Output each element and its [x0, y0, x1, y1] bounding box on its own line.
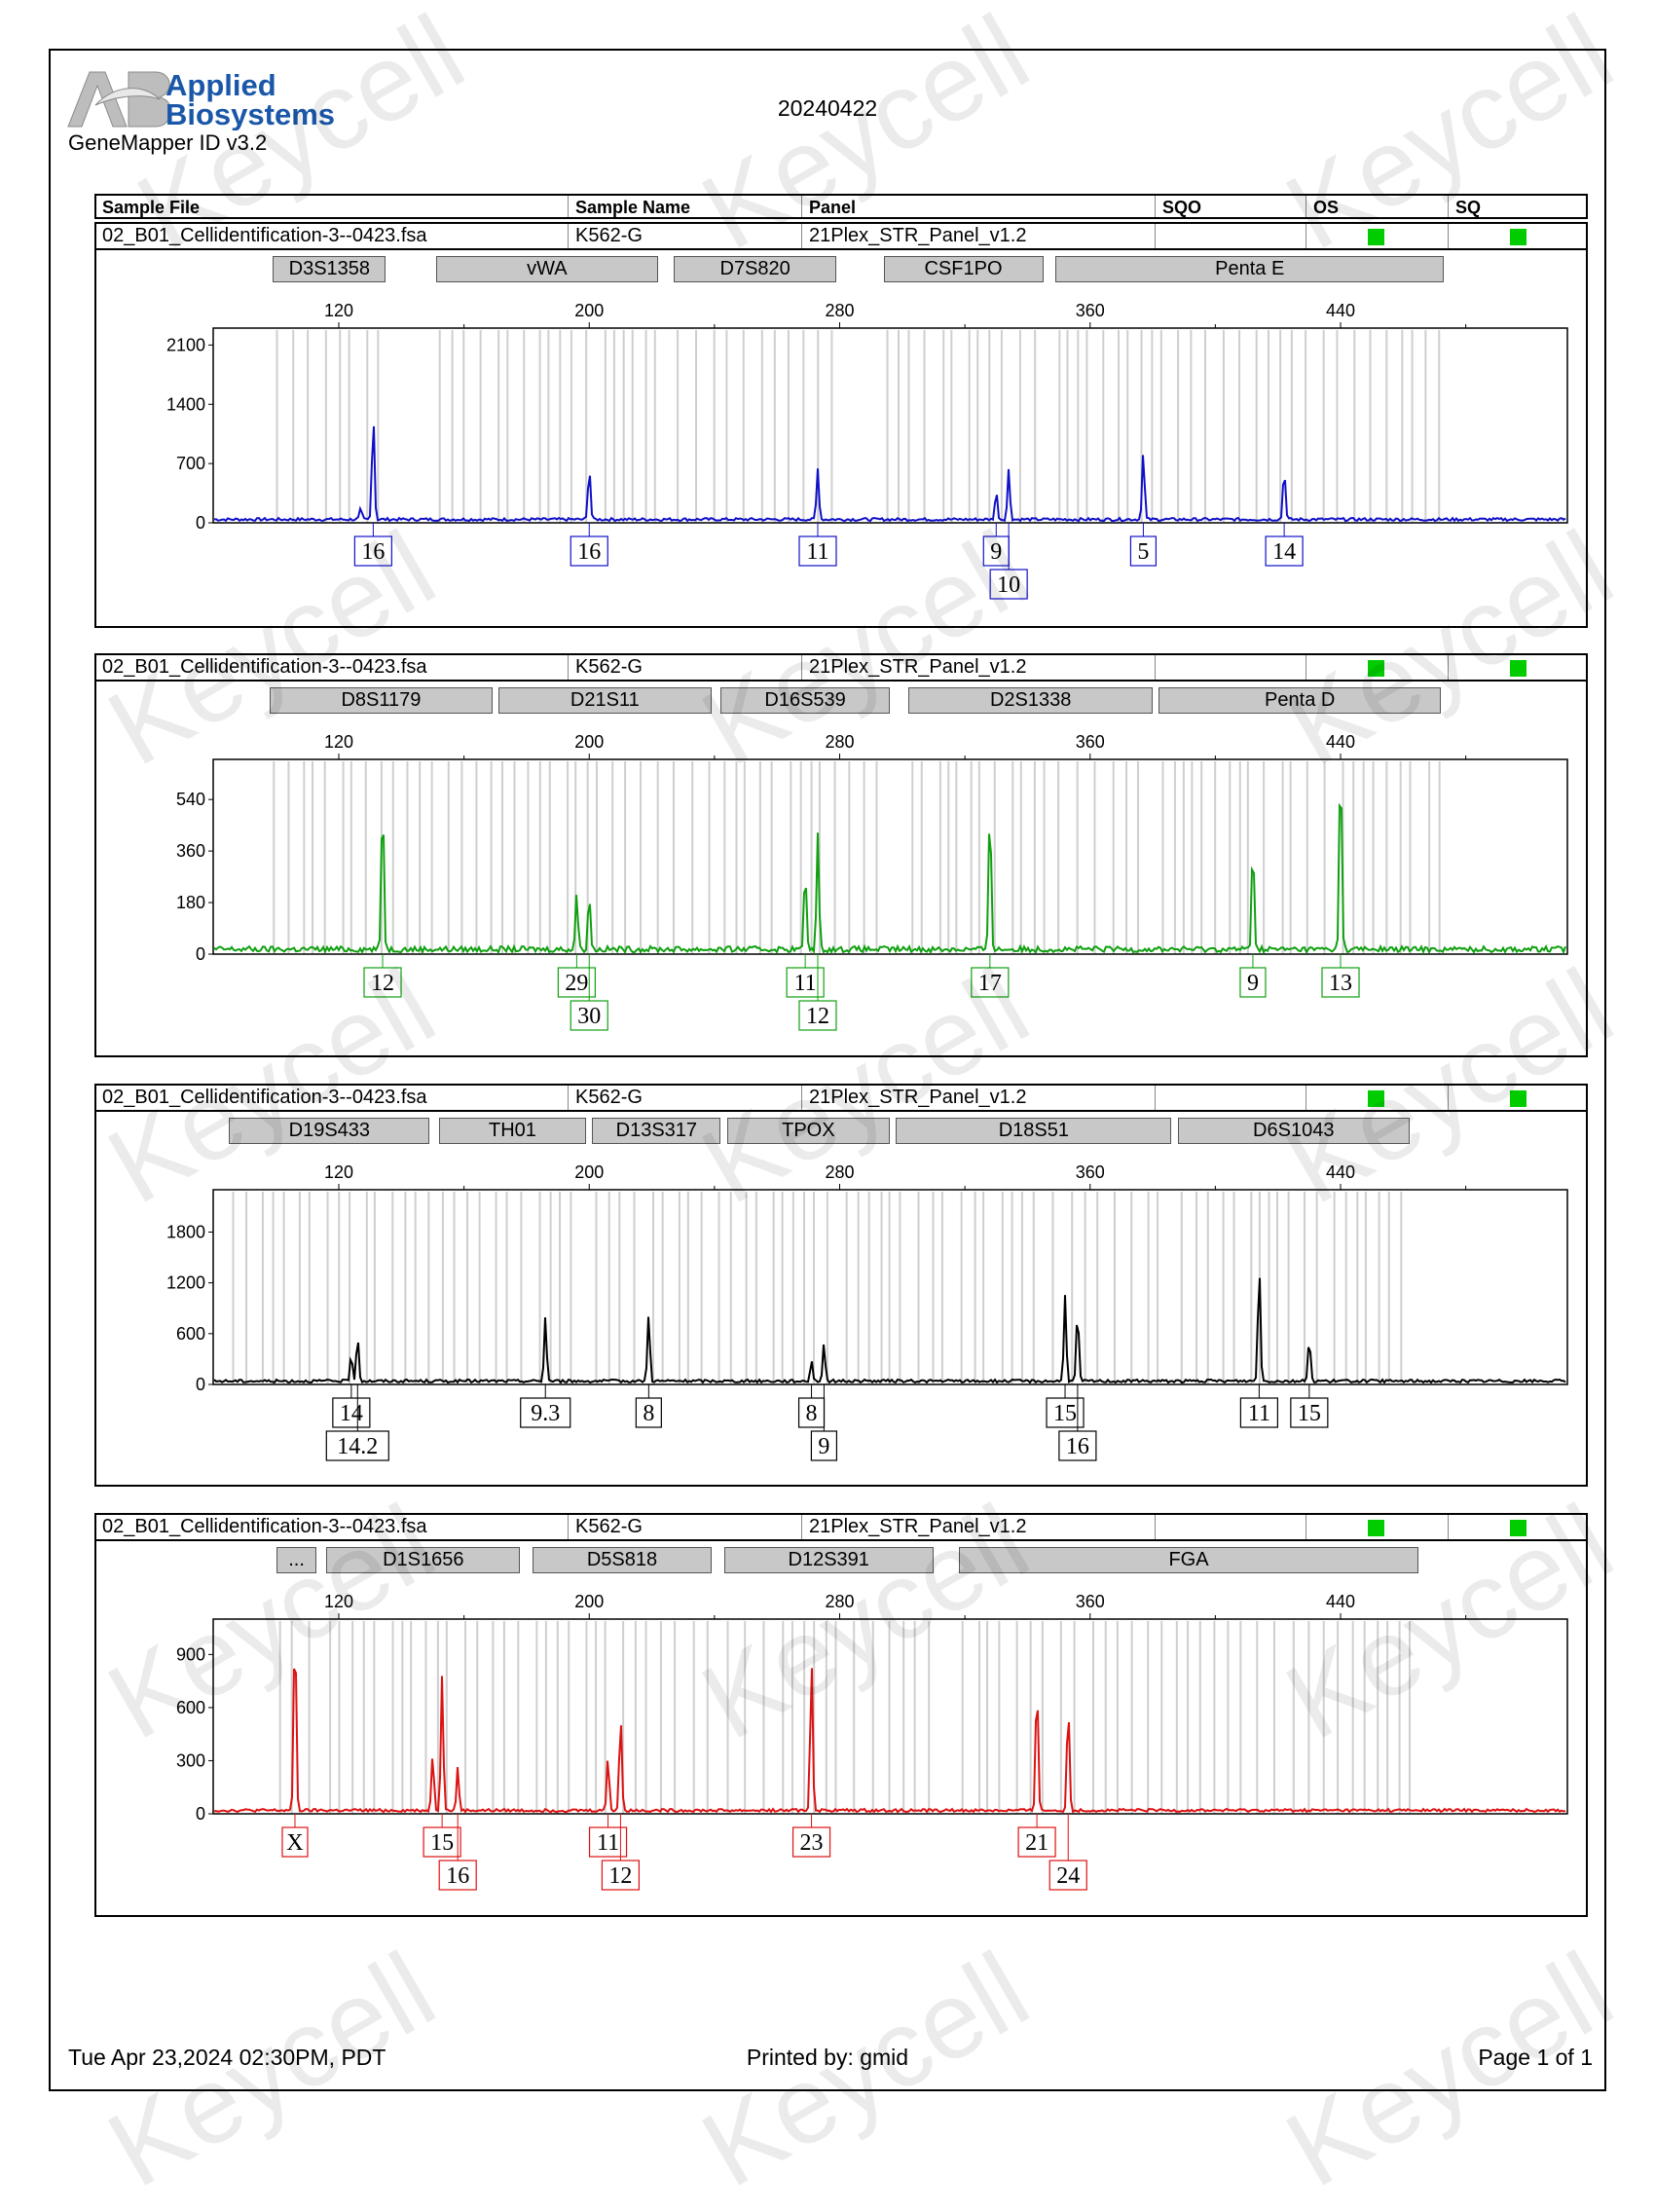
y-tick-label: 600	[176, 1698, 205, 1717]
y-tick-label: 1200	[166, 1273, 205, 1293]
x-tick-label: 120	[324, 1162, 353, 1182]
x-tick-label: 200	[574, 1592, 604, 1611]
col-sqo: SQO	[1162, 198, 1201, 218]
allele-label: 12	[806, 1004, 829, 1029]
allele-label: 11	[597, 1830, 619, 1856]
app-version: GeneMapper ID v3.2	[68, 130, 267, 156]
electropherogram-plot: 120 200 280 360 440 0 700 1400 2100 16 16 11 9 10 5 14	[96, 224, 1586, 623]
footer-page: Page 1 of 1	[1478, 2045, 1593, 2071]
allele-label: 16	[577, 539, 601, 565]
y-tick-label: 300	[176, 1751, 205, 1770]
allele-label: 14	[340, 1401, 363, 1426]
allele-label: 5	[1137, 539, 1149, 565]
electropherogram-plot: 120 200 280 360 440 0 180 360 540 12 29 30 11 12 17 9 13	[96, 655, 1586, 1054]
allele-label: 12	[608, 1863, 632, 1889]
allele-label: 29	[565, 971, 588, 996]
y-tick-label: 0	[196, 513, 205, 533]
y-tick-label: 600	[176, 1324, 205, 1344]
allele-label: 13	[1329, 971, 1352, 996]
allele-label: 11	[794, 971, 817, 996]
allele-label: 10	[997, 572, 1020, 598]
allele-label: 11	[806, 539, 828, 565]
x-tick-label: 280	[825, 732, 854, 752]
y-tick-label: 360	[176, 841, 205, 861]
x-tick-label: 360	[1076, 1162, 1105, 1182]
allele-label: 24	[1056, 1863, 1080, 1889]
signal-trace	[214, 426, 1565, 521]
y-tick-label: 0	[196, 1804, 205, 1824]
y-tick-label: 180	[176, 893, 205, 912]
allele-label: 16	[1066, 1434, 1089, 1459]
y-tick-label: 1400	[166, 394, 205, 414]
electropherogram-plot: 120 200 280 360 440 0 300 600 900 X 15 16 11 12 23 21 24	[96, 1515, 1586, 1914]
x-tick-label: 200	[574, 301, 604, 320]
report-date: 20240422	[0, 95, 1655, 122]
allele-label: 14	[1272, 539, 1296, 565]
allele-label: 9.3	[531, 1401, 560, 1426]
x-tick-label: 120	[324, 1592, 353, 1611]
x-tick-label: 120	[324, 301, 353, 320]
x-tick-label: 360	[1076, 732, 1105, 752]
allele-label: 8	[643, 1401, 654, 1426]
col-panel: Panel	[809, 198, 856, 218]
allele-label: 15	[430, 1830, 454, 1856]
col-os: OS	[1313, 198, 1339, 218]
col-sq: SQ	[1455, 198, 1481, 218]
y-tick-label: 2100	[166, 335, 205, 354]
allele-label: 9	[818, 1434, 829, 1459]
table-header: Sample File Sample Name Panel SQO OS SQ	[94, 194, 1588, 219]
x-tick-label: 280	[825, 301, 854, 320]
x-tick-label: 360	[1076, 1592, 1105, 1611]
allele-label: 9	[990, 539, 1002, 565]
x-tick-label: 200	[574, 732, 604, 752]
x-tick-label: 440	[1326, 301, 1355, 320]
x-tick-label: 280	[825, 1592, 854, 1611]
allele-label: 11	[1248, 1401, 1270, 1426]
y-tick-label: 900	[176, 1644, 205, 1664]
col-sample-name: Sample Name	[575, 198, 690, 218]
allele-label: 14.2	[337, 1434, 378, 1459]
x-tick-label: 440	[1326, 732, 1355, 752]
allele-label: 23	[800, 1830, 824, 1856]
allele-label: X	[286, 1830, 303, 1856]
allele-label: 21	[1025, 1830, 1048, 1856]
x-tick-label: 120	[324, 732, 353, 752]
y-tick-label: 540	[176, 790, 205, 809]
x-tick-label: 440	[1326, 1162, 1355, 1182]
y-tick-label: 1800	[166, 1222, 205, 1241]
x-tick-label: 360	[1076, 301, 1105, 320]
y-tick-label: 0	[196, 1375, 205, 1394]
plot-frame	[213, 328, 1567, 523]
allele-label: 8	[806, 1401, 818, 1426]
allele-label: 15	[1298, 1401, 1321, 1426]
footer-printed-by: Printed by: gmid	[0, 2045, 1655, 2071]
allele-label: 15	[1053, 1401, 1077, 1426]
allele-label: 30	[577, 1004, 601, 1029]
y-tick-label: 700	[176, 454, 205, 473]
allele-label: 16	[446, 1863, 469, 1889]
allele-label: 16	[361, 539, 385, 565]
allele-label: 12	[371, 971, 394, 996]
x-tick-label: 280	[825, 1162, 854, 1182]
allele-label: 17	[978, 971, 1002, 996]
x-tick-label: 200	[574, 1162, 604, 1182]
y-tick-label: 0	[196, 944, 205, 964]
x-tick-label: 440	[1326, 1592, 1355, 1611]
allele-label: 9	[1247, 971, 1259, 996]
col-sample-file: Sample File	[102, 198, 200, 218]
